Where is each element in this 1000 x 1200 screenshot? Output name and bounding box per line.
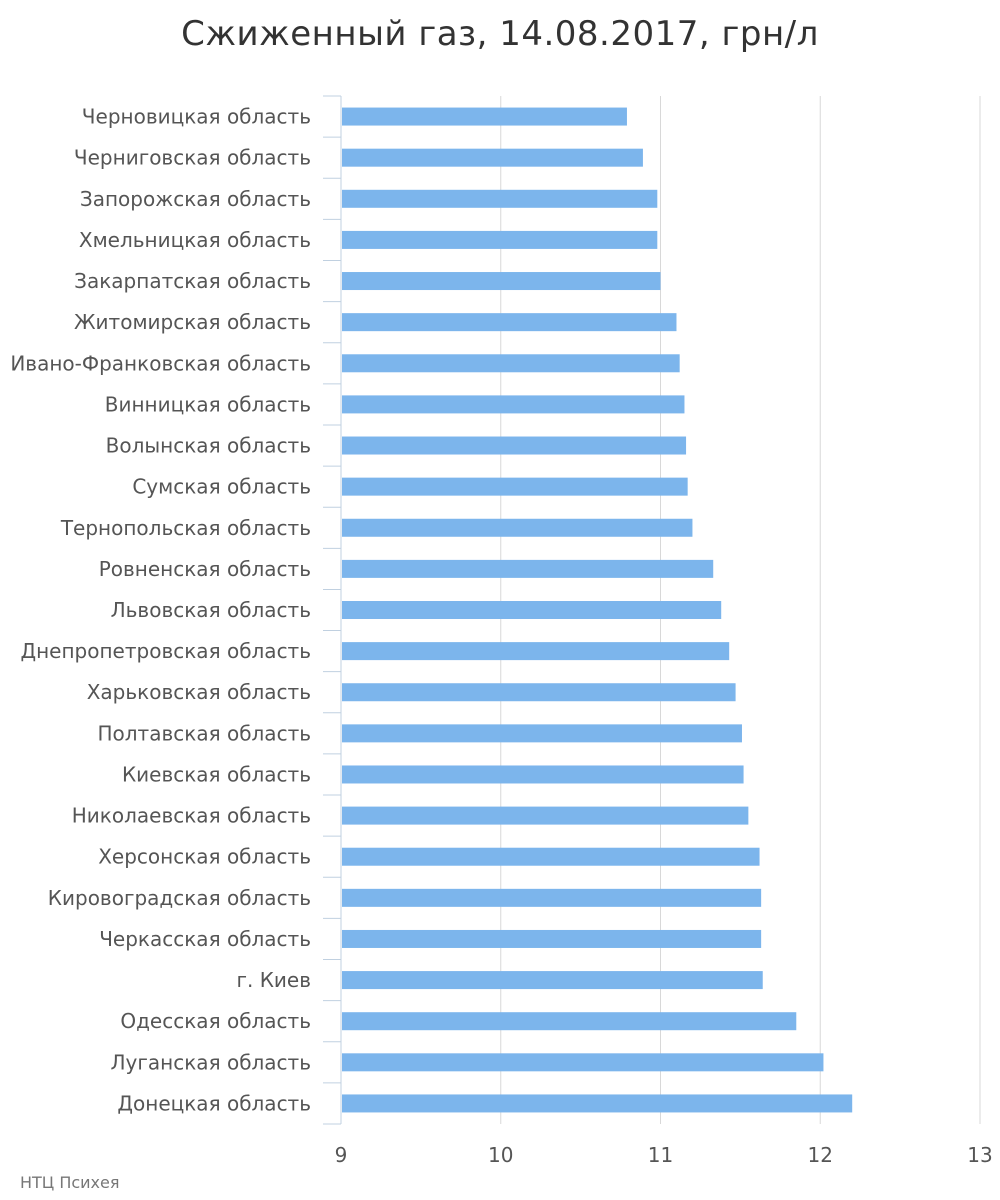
- bar[interactable]: [342, 313, 677, 332]
- category-label: Тернопольская область: [60, 516, 311, 540]
- bar[interactable]: [342, 888, 762, 907]
- bar[interactable]: [342, 272, 661, 291]
- category-label: Винницкая область: [105, 392, 311, 416]
- bar[interactable]: [342, 929, 762, 948]
- bar[interactable]: [342, 642, 730, 661]
- category-label: Запорожская область: [80, 187, 311, 211]
- bar[interactable]: [342, 395, 685, 414]
- category-label: г. Киев: [236, 968, 311, 992]
- category-label: Ивано-Франковская область: [10, 351, 311, 375]
- x-tick-label: 10: [488, 1143, 513, 1167]
- category-label: Черкасская область: [99, 927, 311, 951]
- bar[interactable]: [342, 601, 722, 619]
- category-label: Львовская область: [111, 598, 311, 622]
- category-label: Харьковская область: [87, 680, 311, 704]
- bar[interactable]: [342, 189, 658, 208]
- bar[interactable]: [342, 971, 763, 990]
- bar[interactable]: [342, 1094, 853, 1113]
- category-label: Ровненская область: [99, 557, 311, 581]
- value-axis-ticks: 9 10 11 12 13: [335, 1143, 993, 1167]
- category-label: Черниговская область: [74, 146, 311, 170]
- category-labels: Черновицкая область Черниговская область З…: [10, 105, 311, 1116]
- category-label: Херсонская область: [98, 845, 311, 869]
- category-label: Луганская область: [111, 1050, 311, 1074]
- x-tick-label: 12: [808, 1143, 833, 1167]
- category-label: Полтавская область: [97, 721, 311, 745]
- category-label: Донецкая область: [117, 1091, 311, 1115]
- bar[interactable]: [342, 477, 688, 496]
- category-label: Волынская область: [106, 434, 311, 458]
- bar[interactable]: [342, 1053, 824, 1072]
- category-label: Николаевская область: [72, 804, 311, 828]
- bar[interactable]: [342, 847, 760, 866]
- bar[interactable]: [342, 806, 749, 825]
- x-tick-label: 9: [335, 1143, 348, 1167]
- bar[interactable]: [342, 354, 680, 373]
- bar[interactable]: [342, 683, 736, 702]
- category-label: Закарпатская область: [74, 269, 311, 293]
- category-label: Киевская область: [122, 762, 311, 786]
- bars: [342, 107, 853, 1113]
- category-label: Одесская область: [120, 1009, 311, 1033]
- bar[interactable]: [342, 1012, 797, 1031]
- category-label: Житомирская область: [74, 310, 311, 334]
- category-label: Кировоградская область: [48, 886, 311, 910]
- bar[interactable]: [342, 765, 744, 784]
- bar[interactable]: [342, 230, 658, 249]
- category-axis: [323, 95, 342, 1125]
- x-tick-label: 11: [648, 1143, 673, 1167]
- chart-title: Сжиженный газ, 14.08.2017, грн/л: [181, 14, 819, 54]
- category-label: Черновицкая область: [82, 105, 311, 129]
- x-tick-label: 13: [967, 1143, 992, 1167]
- bar[interactable]: [342, 724, 742, 743]
- bar[interactable]: [342, 436, 687, 455]
- category-label: Хмельницкая область: [79, 228, 311, 252]
- credit-text: НТЦ Психея: [20, 1173, 120, 1192]
- bar[interactable]: [342, 559, 714, 578]
- bar[interactable]: [342, 518, 693, 537]
- bar[interactable]: [342, 107, 627, 126]
- bar[interactable]: [342, 148, 643, 167]
- category-label: Днепропетровская область: [20, 639, 311, 663]
- category-label: Сумская область: [132, 475, 311, 499]
